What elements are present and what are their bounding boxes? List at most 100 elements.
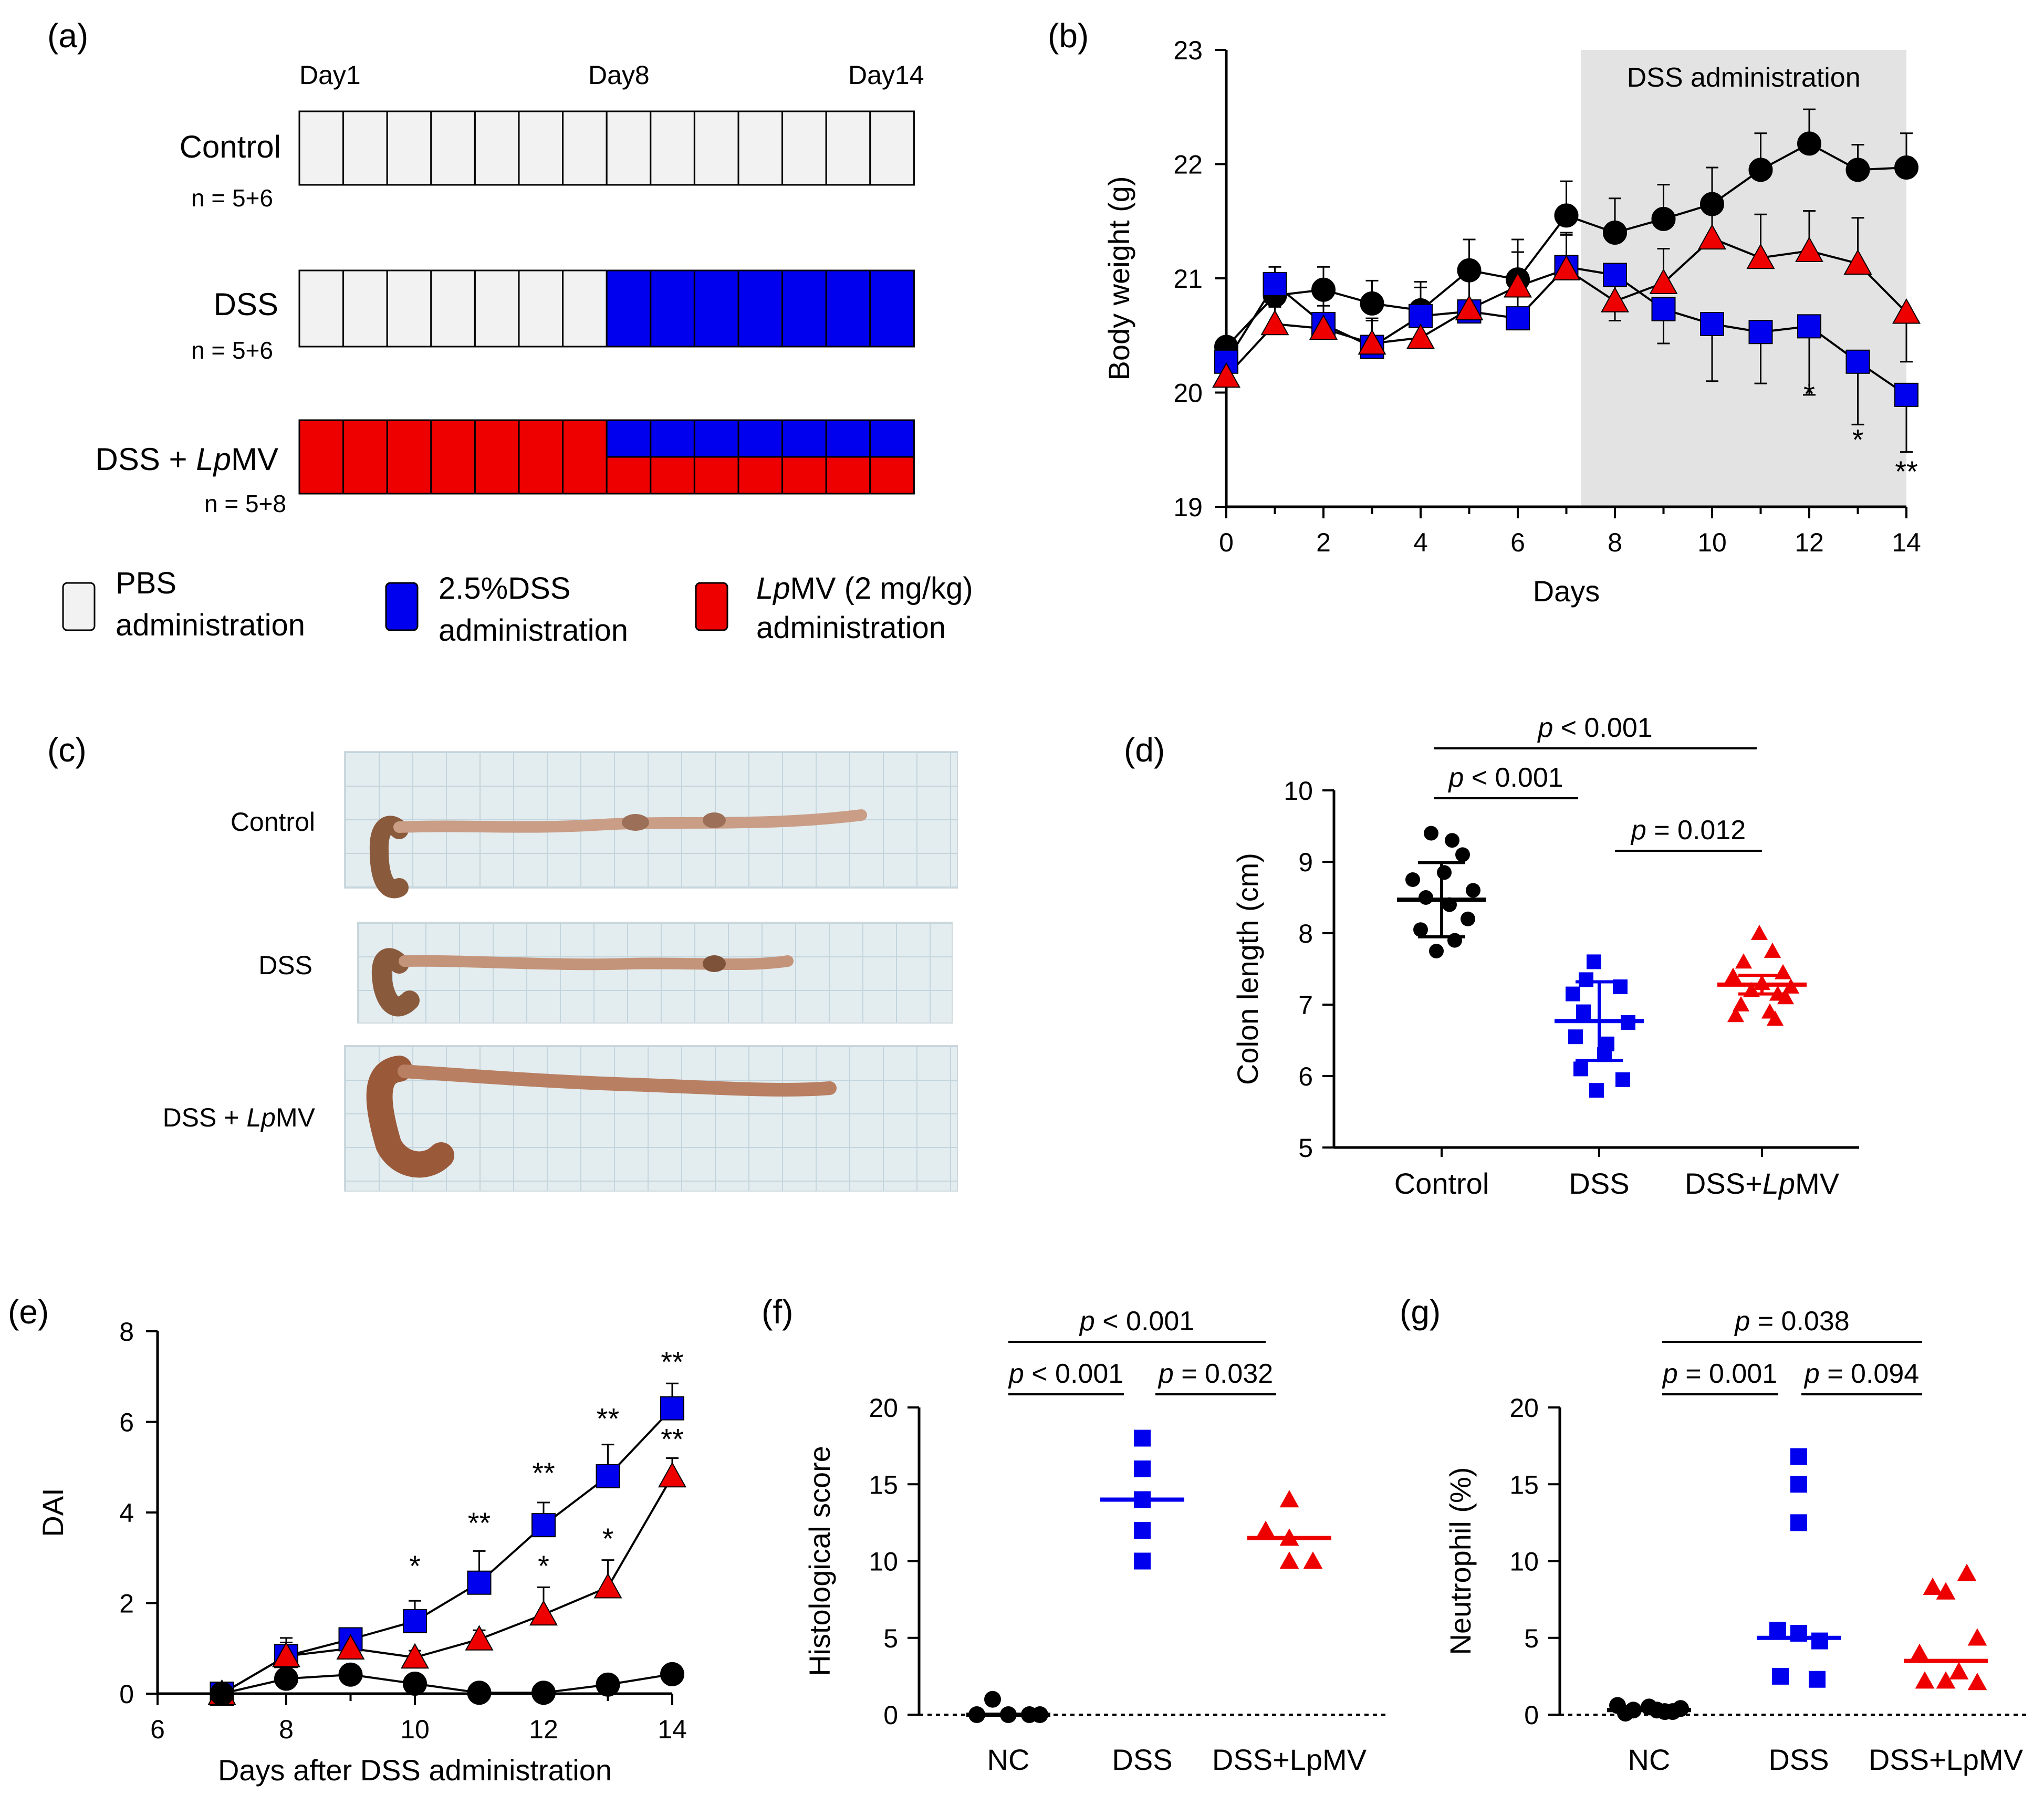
panel-f: (f) 0 5 10 15 20 NC DSS DSS+LpMV Histological sc…: [762, 1293, 1386, 1776]
schedule-cell: [825, 269, 871, 348]
y-axis-label: Body weight (g): [1102, 176, 1135, 380]
data-point: [531, 1681, 556, 1705]
p-symbol: p: [1079, 1306, 1095, 1337]
data-point: [1134, 1460, 1151, 1477]
p-value-text: < 0.001: [1464, 763, 1563, 793]
data-point: [658, 1462, 686, 1488]
data-point: [1279, 1490, 1299, 1508]
data-point: [1360, 291, 1384, 316]
panel-c: (c) Control DSS DSS + LpMV: [47, 731, 867, 1178]
data-point: [593, 1572, 622, 1599]
panel-g-label: (g): [1400, 1293, 1441, 1331]
group-name-suffix: MV: [231, 442, 278, 477]
data-point: [529, 1600, 558, 1626]
data-point: [1910, 1643, 1930, 1661]
schedule-cell-dss: [825, 419, 871, 458]
y-axis-label: DAI: [36, 1488, 69, 1537]
p-symbol: p: [1803, 1359, 1820, 1389]
data-point: [1843, 249, 1872, 275]
panel-e: (e) 0 2 4 6 8 6 8 10 12 14 Days after DSS administ…: [8, 1293, 687, 1787]
group-n-dss-lpmv: n = 5+8: [204, 490, 286, 517]
data-point: [1894, 382, 1918, 407]
x-tick-label: 8: [279, 1715, 294, 1744]
schedule-cell-dss: [781, 419, 827, 458]
schedule-cell: [825, 110, 871, 186]
x-tick-label: 2: [1316, 528, 1331, 557]
data-point: [403, 1672, 427, 1696]
x-tick-label: 14: [1892, 528, 1921, 557]
x-tick-label: 14: [658, 1715, 687, 1744]
data-point: [531, 1513, 556, 1538]
data-point: [1766, 1010, 1784, 1026]
photo-label-italic: Lp: [246, 1103, 276, 1132]
data-point: [1506, 306, 1530, 331]
data-point: [1923, 1577, 1943, 1595]
y-tick-label: 15: [1509, 1470, 1539, 1499]
y-tick-label: 10: [1509, 1547, 1539, 1577]
day-label-mid: Day8: [588, 60, 650, 90]
data-point: [210, 1682, 234, 1706]
schedule-cell: [562, 419, 608, 495]
p-value-label: p < 0.001: [1079, 1306, 1194, 1337]
schedule-cell-lpmv: [606, 456, 652, 495]
legend-dss-line2: administration: [439, 613, 628, 648]
schedule-cell-dss: [693, 419, 739, 458]
data-point: [1568, 1029, 1583, 1045]
dai-chart: 0 2 4 6 8 6 8 10 12 14 Days after DSS administrati…: [36, 1317, 687, 1787]
y-tick-label: 5: [1298, 1133, 1313, 1163]
legend-text: MV (2 mg/kg): [790, 571, 973, 606]
data-point: [1587, 954, 1601, 969]
p-symbol: p: [1734, 1306, 1750, 1337]
data-point: [1303, 1551, 1323, 1569]
significance-mark: **: [532, 1456, 555, 1489]
data-point: [1466, 883, 1480, 898]
y-tick-label: 10: [869, 1547, 898, 1577]
schedule-cell: [298, 269, 345, 348]
legend-swatch-dss: [385, 582, 419, 631]
data-point: [1724, 967, 1742, 983]
data-point: [1748, 158, 1773, 182]
data-point: [1601, 287, 1629, 312]
y-tick-label: 22: [1173, 150, 1203, 180]
panel-f-label: (f): [762, 1293, 793, 1331]
p-value-label: p = 0.012: [1630, 815, 1746, 846]
data-point: [1406, 323, 1435, 349]
data-point: [1256, 1520, 1276, 1538]
category-label: DSS+LpMV: [1869, 1743, 2024, 1776]
data-point: [467, 1570, 492, 1595]
p-value-text: = 0.094: [1820, 1359, 1919, 1389]
data-point: [1649, 268, 1678, 294]
x-tick-label: 10: [400, 1715, 430, 1744]
day-label-start: Day1: [299, 60, 361, 90]
category-text-italic: Lp: [1763, 1167, 1795, 1200]
data-point: [1455, 295, 1484, 320]
schedule-cell: [474, 419, 520, 495]
p-symbol: p: [1630, 815, 1646, 846]
schedule-cell: [650, 110, 695, 186]
body-weight-chart: DSS administration 19 20 21 22 23 0 2 4 6 8 10 12 14 D…: [1102, 36, 1921, 608]
x-axis-label: Days after DSS administration: [218, 1754, 612, 1787]
significance-mark: **: [1895, 455, 1918, 488]
schedule-cell: [474, 269, 520, 348]
schedule-cell-lpmv: [650, 456, 695, 495]
schedule-row-dss-lpmv: [298, 419, 915, 495]
category-text: DSS+: [1685, 1167, 1763, 1200]
day-label-end: Day14: [848, 60, 924, 90]
y-tick-label: 7: [1298, 990, 1313, 1020]
p-symbol: p: [1008, 1359, 1024, 1389]
schedule-cell: [869, 110, 915, 186]
schedule-row-control: [298, 110, 915, 186]
x-tick-label: 12: [1795, 528, 1824, 557]
x-tick-label: 0: [1219, 528, 1234, 557]
schedule-cell: [386, 419, 432, 495]
schedule-cell: [430, 419, 476, 495]
legend-lpmv-line1: LpMV (2 mg/kg): [756, 571, 973, 606]
schedule-cell: [737, 269, 784, 348]
photo-label-text: DSS +: [163, 1103, 247, 1132]
group-n-dss: n = 5+6: [191, 337, 273, 364]
schedule-cell: [298, 110, 345, 186]
legend-dss-line1: 2.5%DSS: [439, 571, 570, 606]
legend-pbs-line2: administration: [116, 608, 305, 642]
neutrophil-chart: 0 5 10 15 20 NC DSS DSS+LpMV Neutrophil (%) p = 0…: [1444, 1306, 2030, 1776]
data-point: [1263, 272, 1287, 296]
